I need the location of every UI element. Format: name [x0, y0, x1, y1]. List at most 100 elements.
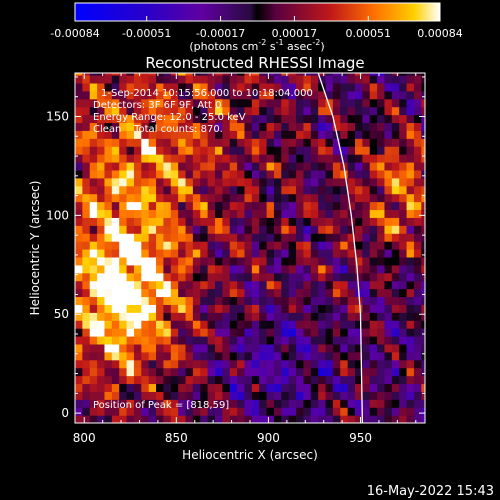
heatmap-cell	[421, 375, 425, 385]
heatmap-cell	[170, 114, 179, 124]
heatmap-cell	[75, 272, 83, 282]
heatmap-cell	[362, 201, 371, 211]
heatmap-cell	[413, 225, 422, 234]
heatmap-cell	[318, 359, 327, 369]
heatmap-cell	[273, 98, 282, 108]
heatmap-cell	[296, 74, 305, 84]
heatmap-cell	[310, 359, 319, 369]
heatmap-cell	[421, 256, 425, 266]
heatmap-cell	[377, 130, 386, 139]
heatmap-cell	[384, 193, 393, 203]
heatmap-cell	[251, 241, 260, 250]
heatmap-cell	[340, 114, 349, 124]
heatmap-cell	[244, 312, 253, 321]
heatmap-cell	[163, 146, 172, 155]
heatmap-cell	[303, 185, 312, 195]
heatmap-cell	[325, 280, 334, 290]
heatmap-cell	[399, 233, 408, 242]
heatmap-cell	[391, 304, 400, 313]
heatmap-cell	[178, 154, 187, 163]
heatmap-cell	[251, 82, 260, 92]
heatmap-cell	[192, 304, 201, 313]
heatmap-cell	[281, 328, 290, 337]
heatmap-cell	[251, 256, 260, 266]
heatmap-cell	[89, 73, 98, 76]
heatmap-cell	[148, 367, 157, 377]
heatmap-cell	[192, 201, 201, 211]
heatmap-cell	[377, 256, 386, 266]
heatmap-cell	[369, 233, 378, 242]
heatmap-cell	[303, 209, 312, 218]
heatmap-cell	[399, 359, 408, 369]
heatmap-cell	[259, 169, 268, 179]
heatmap-cell	[303, 296, 312, 305]
heatmap-cell	[148, 209, 157, 218]
heatmap-cell	[377, 399, 386, 408]
heatmap-cell	[259, 312, 268, 321]
heatmap-cell	[156, 225, 165, 234]
heatmap-cell	[104, 209, 113, 218]
heatmap-cell	[273, 130, 282, 139]
heatmap-cell	[215, 320, 223, 329]
heatmap-cell	[251, 114, 260, 124]
heatmap-cell	[148, 154, 157, 163]
heatmap-cell	[200, 138, 209, 147]
heatmap-cell	[229, 351, 238, 361]
heatmap-cell	[347, 114, 356, 124]
heatmap-cell	[111, 296, 120, 305]
heatmap-cell	[266, 161, 275, 171]
heatmap-cell	[355, 74, 363, 84]
heatmap-cell	[325, 114, 334, 124]
heatmap-cell	[192, 296, 201, 305]
heatmap-cell	[215, 256, 223, 266]
heatmap-cell	[119, 312, 128, 321]
heatmap-cell	[310, 201, 319, 211]
heatmap-cell	[399, 114, 408, 124]
heatmap-cell	[89, 201, 98, 211]
heatmap-cell	[281, 201, 290, 211]
heatmap-cell	[215, 130, 223, 139]
heatmap-cell	[355, 138, 363, 147]
heatmap-cell	[82, 320, 91, 329]
heatmap-cell	[391, 288, 400, 298]
heatmap-cell	[310, 343, 319, 353]
heatmap-cell	[104, 272, 113, 282]
heatmap-cell	[303, 146, 312, 155]
heatmap-cell	[133, 383, 142, 392]
heatmap-cell	[369, 335, 378, 345]
heatmap-cell	[229, 256, 238, 266]
heatmap-cell	[207, 122, 216, 131]
heatmap-cell	[133, 272, 142, 282]
heatmap-cell	[163, 351, 172, 361]
heatmap-cell	[259, 146, 268, 155]
heatmap-cell	[296, 114, 305, 124]
heatmap-cell	[237, 375, 246, 385]
heatmap-cell	[133, 177, 142, 187]
heatmap-cell	[384, 343, 393, 353]
heatmap-cell	[406, 280, 415, 290]
heatmap-cell	[310, 335, 319, 345]
heatmap-cell	[355, 343, 363, 353]
heatmap-cell	[178, 256, 187, 266]
heatmap-cell	[170, 288, 179, 298]
x-tick-label: 800	[73, 431, 96, 445]
heatmap-cell	[347, 288, 356, 298]
heatmap-cell	[406, 201, 415, 211]
heatmap-cell	[126, 90, 135, 100]
heatmap-cell	[207, 407, 216, 416]
heatmap-cell	[126, 328, 135, 337]
heatmap-cell	[111, 248, 120, 258]
heatmap-cell	[406, 407, 415, 416]
heatmap-cell	[406, 98, 415, 108]
heatmap-cell	[288, 367, 297, 377]
heatmap-cell	[421, 407, 425, 416]
heatmap-cell	[75, 241, 83, 250]
heatmap-cell	[133, 343, 142, 353]
heatmap-cell	[332, 367, 341, 377]
heatmap-cell	[303, 407, 312, 416]
heatmap-cell	[273, 383, 282, 392]
heatmap-cell	[421, 193, 425, 203]
heatmap-cell	[377, 351, 386, 361]
heatmap-cell	[347, 169, 356, 179]
